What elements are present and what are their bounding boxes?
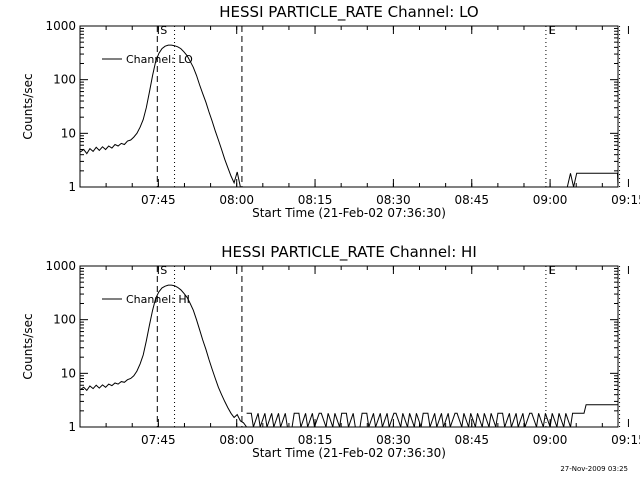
chart-panel-1: HESSI PARTICLE_RATE Channel: LO 1 10 100 100… xyxy=(21,3,640,220)
x-tick-label: 09:00 xyxy=(533,433,568,447)
marker-label: S xyxy=(160,24,167,37)
x-tick-label: 09:15 xyxy=(611,433,640,447)
x-axis-label: Start Time (21-Feb-02 07:36:30) xyxy=(252,206,446,220)
y-tick-label: 1000 xyxy=(45,259,76,273)
x-tick-label: 09:15 xyxy=(611,193,640,207)
chart-title: HESSI PARTICLE_RATE Channel: LO xyxy=(219,3,478,22)
series-line xyxy=(566,172,619,188)
footer-timestamp: 27-Nov-2009 03:25 xyxy=(560,465,628,473)
y-axis-label: Counts/sec xyxy=(21,313,35,379)
x-tick-label: 08:15 xyxy=(298,193,333,207)
y-axis-label: Counts/sec xyxy=(21,73,35,139)
legend-label: Channel: HI xyxy=(126,293,190,306)
x-tick-label: 08:30 xyxy=(376,193,411,207)
y-tick-label: 10 xyxy=(61,366,76,380)
series-line xyxy=(80,284,248,428)
chart-panel-2: HESSI PARTICLE_RATE Channel: HI 1 10 100 100… xyxy=(21,243,640,460)
y-tick-label: 1 xyxy=(68,420,76,434)
x-tick-label: 09:00 xyxy=(533,193,568,207)
legend-label: Channel: LO xyxy=(126,53,193,66)
marker-label: E xyxy=(549,24,556,37)
x-tick-label: 08:30 xyxy=(376,433,411,447)
chart-title: HESSI PARTICLE_RATE Channel: HI xyxy=(221,243,477,262)
series-line xyxy=(246,404,618,428)
marker-label: E xyxy=(549,264,556,277)
x-tick-label: 08:45 xyxy=(454,193,489,207)
x-tick-label: 07:45 xyxy=(141,193,176,207)
y-tick-label: 10 xyxy=(61,126,76,140)
plot-frame xyxy=(79,25,619,188)
series-line xyxy=(80,44,247,188)
x-tick-label: 08:00 xyxy=(219,193,254,207)
y-tick-label: 100 xyxy=(53,313,76,327)
x-tick-label: 08:45 xyxy=(454,433,489,447)
x-tick-label: 08:00 xyxy=(219,433,254,447)
x-axis-label: Start Time (21-Feb-02 07:36:30) xyxy=(252,446,446,460)
x-tick-label: 07:45 xyxy=(141,433,176,447)
marker-label: S xyxy=(160,264,167,277)
y-tick-label: 1 xyxy=(68,180,76,194)
x-tick-label: 08:15 xyxy=(298,433,333,447)
y-tick-label: 100 xyxy=(53,73,76,87)
y-tick-label: 1000 xyxy=(45,19,76,33)
